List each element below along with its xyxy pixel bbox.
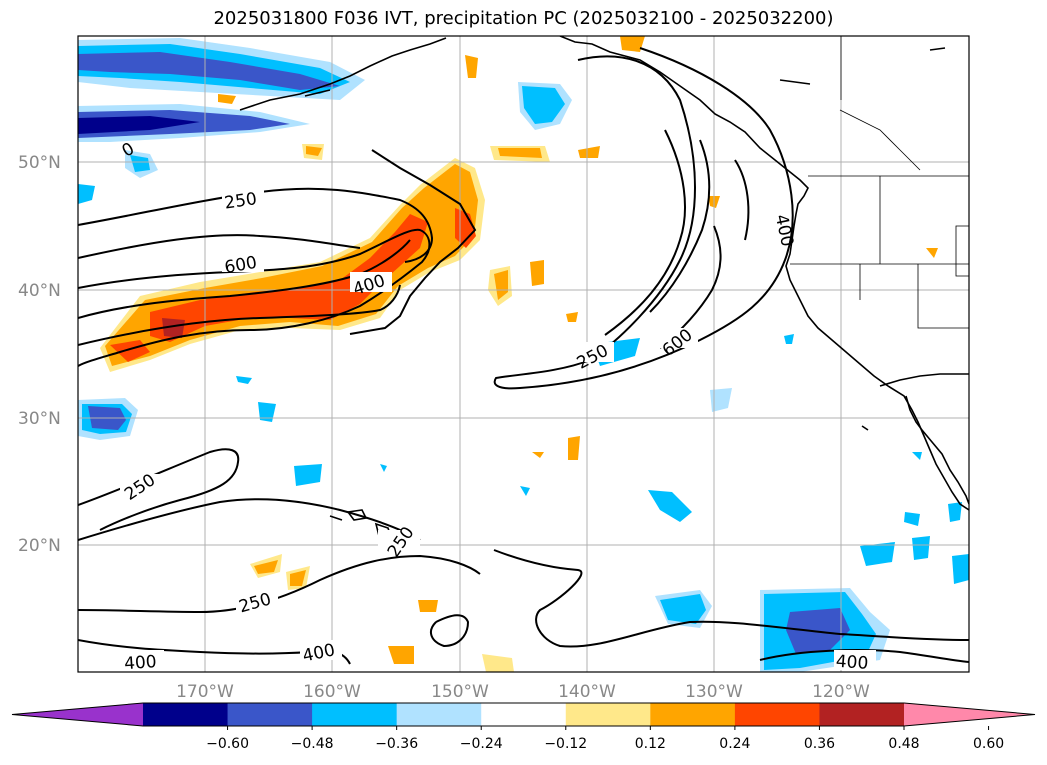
colorbar-tick-label: 0.24 xyxy=(719,736,750,752)
latitude-labels: 50°N 40°N 30°N 20°N xyxy=(18,153,61,556)
colorbar-tick-label: −0.36 xyxy=(375,736,418,752)
colorbar-tick-label: 0.60 xyxy=(973,736,1004,752)
colorbar-swatch xyxy=(481,703,567,726)
lat-label: 20°N xyxy=(18,536,61,556)
colorbar-swatch xyxy=(227,703,313,726)
colorbar-swatch xyxy=(143,703,229,726)
lon-label: 160°W xyxy=(303,682,361,702)
colorbar-tick-label: −0.12 xyxy=(544,736,587,752)
map-frame xyxy=(77,35,970,673)
contour-label: 250 xyxy=(223,189,258,213)
colorbar-tick-label: −0.24 xyxy=(460,736,503,752)
colorbar-swatch xyxy=(819,703,905,726)
graticule xyxy=(78,36,969,672)
map-background xyxy=(78,36,969,672)
colorbar-tick-label: 0.36 xyxy=(804,736,835,752)
colorbar-tick-label: 0.48 xyxy=(888,736,919,752)
ivt-contour-labels: 250 600 400 0 400 250 600 250 250 250 40… xyxy=(119,139,876,674)
colorbar-swatch xyxy=(734,703,820,726)
lon-label: 170°W xyxy=(176,682,234,702)
lat-label: 50°N xyxy=(18,153,61,173)
colorbar-tick-label: 0.12 xyxy=(635,736,666,752)
contour-label: 400 xyxy=(124,652,158,674)
lon-label: 120°W xyxy=(812,682,870,702)
colorbar-tick-label: −0.60 xyxy=(206,736,249,752)
lon-label: 140°W xyxy=(558,682,616,702)
colorbar-swatch xyxy=(312,703,398,726)
colorbar-extend-high xyxy=(904,703,1035,726)
colorbar-extend-low xyxy=(12,703,143,726)
lat-label: 40°N xyxy=(18,281,61,301)
colorbar-swatch xyxy=(565,703,651,726)
colorbar-outline xyxy=(11,702,1036,727)
lat-label: 30°N xyxy=(18,409,61,429)
map-plot-area: 250 600 400 0 400 250 600 250 250 250 40… xyxy=(78,36,969,674)
lon-label: 150°W xyxy=(431,682,489,702)
colorbar: −0.60 −0.48 −0.36 −0.24 −0.12 0.12 0.24 0.36 0.4… xyxy=(11,702,1036,752)
colorbar-swatch xyxy=(650,703,736,726)
colorbar-tick-label: −0.48 xyxy=(291,736,334,752)
colorbar-swatch xyxy=(396,703,482,726)
contour-label: 400 xyxy=(835,652,869,674)
longitude-labels: 170°W 160°W 150°W 140°W 130°W 120°W xyxy=(176,682,870,702)
negative-precip-shading xyxy=(78,38,969,672)
political-borders xyxy=(790,36,969,329)
ivt-contours xyxy=(78,47,969,665)
map-title: 2025031800 F036 IVT, precipitation PC (2… xyxy=(213,8,834,29)
positive-precip-shading xyxy=(100,36,938,672)
lon-label: 130°W xyxy=(685,682,743,702)
